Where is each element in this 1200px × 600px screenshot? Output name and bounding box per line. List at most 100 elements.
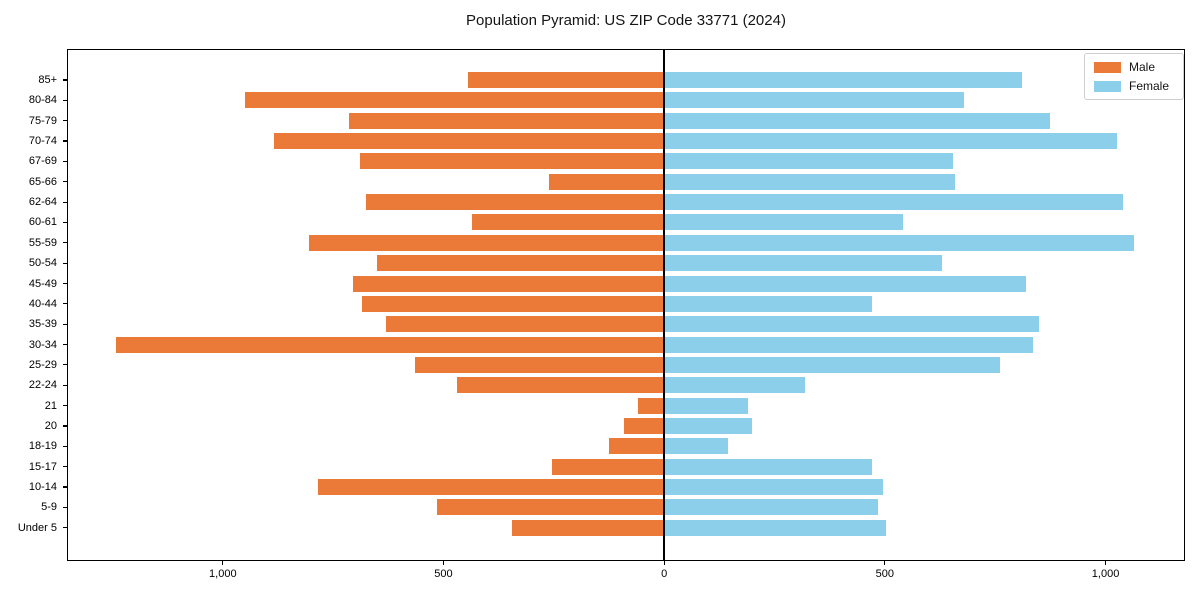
bar-male-80-84 (244, 92, 665, 109)
bar-male-22-24 (456, 377, 665, 394)
y-axis-label-Under 5: Under 5 (17, 521, 57, 534)
y-tick-mark (63, 445, 67, 447)
bar-female-70-74 (664, 133, 1117, 150)
bar-male-35-39 (386, 316, 665, 333)
y-tick-mark (63, 486, 67, 488)
bar-female-50-54 (664, 255, 943, 272)
bar-male-75-79 (348, 112, 665, 129)
bar-female-55-59 (664, 234, 1135, 251)
y-axis-label-5-9: 5-9 (41, 501, 57, 514)
bar-female-62-64 (664, 194, 1124, 211)
y-tick-mark (63, 506, 67, 508)
y-tick-mark (63, 262, 67, 264)
y-tick-mark (63, 282, 67, 285)
bar-female-65-66 (664, 173, 956, 190)
bar-male-15-17 (551, 458, 665, 475)
bar-male-10-14 (317, 479, 665, 495)
y-tick-mark (63, 425, 67, 427)
x-tick-label-500: 500 (434, 568, 453, 580)
y-axis-label-22-24: 22-24 (28, 379, 57, 392)
bar-male-60-61 (472, 214, 665, 231)
male-swatch-icon (1094, 61, 1121, 73)
x-tick-label-1,000: 1,000 (209, 568, 237, 580)
bar-female-21 (664, 397, 749, 414)
y-axis-label-85+: 85+ (38, 74, 57, 86)
y-axis-label-67-69: 67-69 (28, 155, 57, 168)
y-axis-label-75-79: 75-79 (28, 114, 57, 127)
bar-female-30-34 (664, 336, 1033, 353)
bar-female-Under 5 (664, 519, 887, 536)
bar-male-50-54 (377, 255, 665, 272)
legend: Male Female (1084, 53, 1184, 100)
bar-male-5-9 (436, 499, 665, 516)
bar-female-67-69 (664, 153, 954, 170)
bar-male-21 (637, 397, 665, 414)
bar-female-35-39 (664, 316, 1040, 333)
y-axis-label-20: 20 (44, 419, 57, 432)
bar-male-40-44 (361, 295, 665, 312)
bar-female-18-19 (664, 438, 729, 455)
bar-male-30-34 (115, 336, 665, 353)
bar-male-Under 5 (511, 519, 665, 536)
y-tick-mark (63, 120, 67, 122)
y-tick-mark (63, 384, 67, 386)
y-axis-label-35-39: 35-39 (28, 318, 57, 331)
y-axis-label-62-64: 62-64 (28, 196, 57, 209)
y-axis-label-30-34: 30-34 (28, 338, 57, 351)
y-tick-mark (63, 201, 67, 203)
y-axis-label-15-17: 15-17 (28, 460, 57, 473)
legend-item-female: Female (1094, 80, 1174, 92)
y-axis-label-45-49: 45-49 (28, 277, 57, 290)
y-tick-mark (63, 405, 67, 407)
y-tick-mark (63, 160, 67, 162)
bar-male-20 (624, 417, 665, 434)
x-tick-mark (1104, 561, 1107, 565)
bar-female-85+ (664, 72, 1022, 88)
bar-male-85+ (467, 72, 665, 88)
bar-male-62-64 (366, 194, 665, 211)
y-tick-mark (63, 242, 67, 244)
bar-female-25-29 (664, 356, 1000, 373)
y-tick-mark (63, 323, 67, 325)
y-tick-mark (63, 79, 67, 81)
y-tick-mark (63, 140, 67, 142)
bar-male-65-66 (549, 173, 665, 190)
bar-male-70-74 (273, 133, 665, 150)
x-tick-mark (663, 561, 665, 565)
x-tick-label-0: 0 (661, 568, 668, 580)
y-tick-mark (63, 527, 67, 529)
bar-male-25-29 (414, 356, 665, 373)
y-axis-label-55-59: 55-59 (28, 236, 57, 249)
y-axis-label-80-84: 80-84 (28, 94, 57, 107)
y-axis-label-18-19: 18-19 (28, 440, 57, 453)
y-axis-label-21: 21 (44, 399, 57, 412)
y-tick-mark (63, 221, 67, 224)
y-axis-label-10-14: 10-14 (28, 481, 57, 493)
x-tick-mark (442, 561, 445, 565)
bar-female-75-79 (664, 112, 1051, 129)
y-tick-mark (63, 466, 67, 468)
female-swatch-icon (1094, 80, 1121, 92)
y-axis-label-25-29: 25-29 (28, 358, 57, 371)
legend-label-female: Female (1129, 79, 1170, 93)
y-axis-label-65-66: 65-66 (28, 175, 57, 188)
y-tick-mark (63, 364, 67, 366)
bar-female-15-17 (664, 458, 872, 475)
x-tick-label-500: 500 (875, 568, 895, 580)
bar-female-10-14 (664, 479, 883, 495)
y-axis-label-70-74: 70-74 (28, 135, 57, 148)
bar-female-20 (664, 417, 753, 434)
bar-female-60-61 (664, 214, 903, 231)
bar-female-5-9 (664, 499, 879, 516)
bar-female-80-84 (664, 92, 965, 109)
x-tick-label-1,000: 1,000 (1091, 568, 1120, 580)
bar-female-22-24 (664, 377, 806, 394)
legend-item-male: Male (1094, 61, 1174, 73)
legend-label-male: Male (1129, 60, 1156, 74)
zero-axis-line (663, 49, 665, 561)
y-tick-mark (63, 343, 67, 346)
chart-title: Population Pyramid: US ZIP Code 33771 (2… (466, 12, 786, 29)
bar-male-45-49 (353, 275, 665, 292)
y-tick-mark (63, 303, 67, 305)
